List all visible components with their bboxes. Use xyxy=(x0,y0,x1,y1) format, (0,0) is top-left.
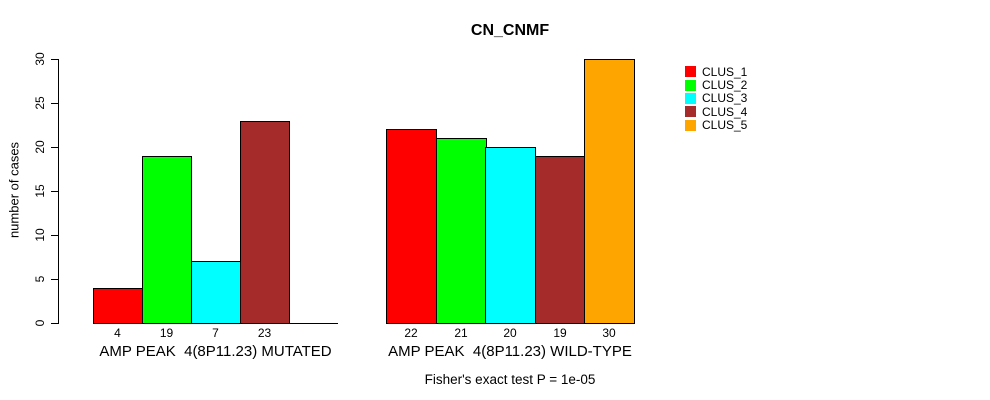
y-axis-tick-label: 25 xyxy=(33,96,47,110)
y-axis-tick xyxy=(51,147,58,148)
legend: CLUS_1 CLUS_2 CLUS_3 CLUS_4 CLUS_5 xyxy=(685,65,747,132)
y-axis-tick-label: 15 xyxy=(33,184,47,198)
bar-value-label: 20 xyxy=(503,326,517,340)
bar xyxy=(386,129,437,324)
legend-label: CLUS_2 xyxy=(702,78,748,93)
legend-item: CLUS_3 xyxy=(685,92,747,105)
bar xyxy=(191,261,241,324)
legend-color-swatch xyxy=(685,79,696,91)
legend-color-swatch xyxy=(685,66,696,78)
legend-item: CLUS_1 xyxy=(685,65,747,78)
bar xyxy=(584,59,635,324)
legend-color-swatch xyxy=(685,119,696,131)
y-axis-line xyxy=(58,59,59,324)
legend-label: CLUS_4 xyxy=(702,104,748,119)
bar-value-label: 30 xyxy=(602,326,616,340)
x-axis-group-label: AMP PEAK 4(8P11.23) MUTATED xyxy=(99,343,332,360)
bar-value-label: 19 xyxy=(159,326,174,340)
bar-value-label: 21 xyxy=(454,326,468,340)
y-axis-tick xyxy=(51,191,58,192)
subtitle-fisher-test: Fisher's exact test P = 1e-05 xyxy=(424,372,596,387)
bar xyxy=(93,287,143,324)
y-axis-tick-label: 0 xyxy=(33,319,47,327)
bar-value-label: 4 xyxy=(114,326,121,340)
y-axis-label: number of cases xyxy=(6,141,22,239)
legend-color-swatch xyxy=(685,92,696,104)
bar xyxy=(535,155,586,324)
y-axis-tick-label: 30 xyxy=(33,52,47,66)
y-axis-tick xyxy=(51,59,58,60)
y-axis-tick xyxy=(51,235,58,236)
legend-label: CLUS_1 xyxy=(702,64,748,79)
y-axis-tick-label: 10 xyxy=(33,228,47,242)
bar-value-label: 22 xyxy=(404,326,418,340)
legend-item: CLUS_2 xyxy=(685,78,747,91)
x-axis-group-label: AMP PEAK 4(8P11.23) WILD-TYPE xyxy=(388,343,632,360)
legend-label: CLUS_3 xyxy=(702,91,748,106)
legend-label: CLUS_5 xyxy=(702,118,748,133)
legend-color-swatch xyxy=(685,106,696,118)
y-axis-tick-label: 20 xyxy=(33,140,47,154)
y-axis-tick xyxy=(51,279,58,280)
y-axis-tick-label: 5 xyxy=(33,275,47,283)
bar-value-label: 7 xyxy=(212,326,219,340)
bar xyxy=(240,120,290,324)
chart-title: CN_CNMF xyxy=(470,22,550,39)
bar-value-label: 23 xyxy=(257,326,272,340)
y-axis-tick xyxy=(51,103,58,104)
legend-item: CLUS_4 xyxy=(685,105,747,118)
bar xyxy=(436,138,487,324)
bar-value-label: 19 xyxy=(553,326,567,340)
y-axis-tick xyxy=(51,323,58,324)
bar xyxy=(485,147,536,324)
bar xyxy=(142,155,192,324)
legend-item: CLUS_5 xyxy=(685,119,747,132)
